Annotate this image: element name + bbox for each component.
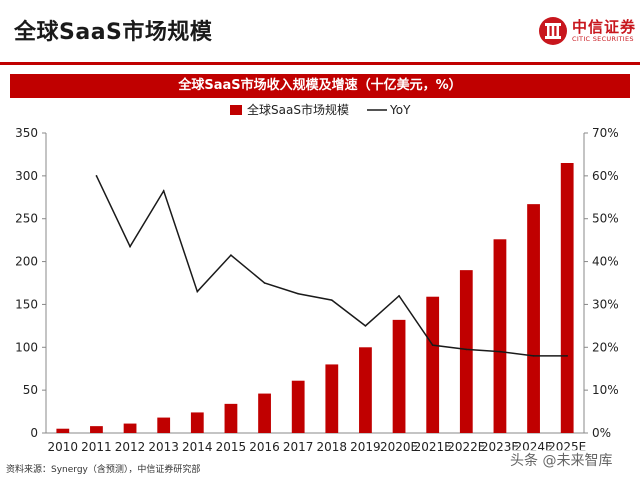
yoy-point-2021E <box>431 344 434 346</box>
bar-2015 <box>224 403 238 433</box>
x-tick-label: 2012 <box>115 440 146 454</box>
citic-logo-icon <box>539 17 567 45</box>
yoy-point-2014 <box>196 290 199 293</box>
x-tick-label: 2015 <box>216 440 247 454</box>
saas-market-chart: 全球SaaS市场规模 YoY 0 50 100 150 200 250 300 350 0% 10%… <box>15 102 619 454</box>
yoy-point-2013 <box>162 190 165 192</box>
x-tick-label: 2021E <box>414 440 452 454</box>
chart-legend: 全球SaaS市场规模 YoY <box>230 102 411 117</box>
bar-2023E <box>493 239 507 433</box>
y-right-tick-label: 60% <box>592 169 619 183</box>
page-title: 全球SaaS市场规模 <box>14 20 213 45</box>
bar-2010 <box>56 428 70 433</box>
y-left-tick-label: 50 <box>23 383 38 397</box>
yoy-point-2022E <box>465 348 468 351</box>
legend-bar-label: 全球SaaS市场规模 <box>247 102 349 117</box>
yoy-point-2012 <box>129 245 131 248</box>
x-tick-label: 2014 <box>182 440 213 454</box>
y-right-tick-label: 40% <box>592 255 619 269</box>
y-right-tick-label: 10% <box>592 383 619 397</box>
x-tick-label: 2023E <box>481 440 519 454</box>
yoy-line-series <box>95 175 568 357</box>
bar-2012 <box>123 423 137 433</box>
bar-2024E <box>527 204 540 433</box>
y-left-tick-label: 100 <box>15 340 38 354</box>
x-tick-label: 2020E <box>380 440 418 454</box>
x-tick-label: 2018 <box>317 440 348 454</box>
y-left-tick-label: 0 <box>30 426 38 440</box>
yoy-point-2024E <box>532 355 535 357</box>
yoy-point-2018 <box>331 299 333 301</box>
yoy-point-2023E <box>499 350 501 353</box>
bar-series <box>56 163 574 433</box>
y-left-tick-label: 300 <box>15 169 38 183</box>
x-tick-label: 2010 <box>48 440 79 454</box>
x-tick-label: 2011 <box>81 440 112 454</box>
y-right-tick-label: 0% <box>592 426 611 440</box>
yoy-point-2016 <box>263 282 266 284</box>
axis-ticks: 0 50 100 150 200 250 300 350 0% 10% 20% 30% 40% 50% 60… <box>15 126 619 454</box>
x-tick-label: 2016 <box>249 440 280 454</box>
watermark: 头条 @未来智库 <box>510 450 613 470</box>
x-tick-label: 2019 <box>350 440 381 454</box>
header-divider <box>0 62 640 65</box>
y-right-tick-label: 50% <box>592 212 619 226</box>
y-left-tick-label: 200 <box>15 255 38 269</box>
y-left-tick-label: 150 <box>15 297 38 311</box>
y-right-tick-label: 20% <box>592 340 619 354</box>
legend-bar-swatch <box>230 105 242 115</box>
logo-text-en: CITIC SECURITIES <box>572 35 634 43</box>
y-right-tick-label: 70% <box>592 126 619 140</box>
x-tick-label: 2013 <box>148 440 179 454</box>
yoy-point-2019 <box>364 325 367 327</box>
bar-2017 <box>291 380 305 433</box>
citic-logo: 中信证券 CITIC SECURITIES <box>538 14 637 48</box>
y-left-tick-label: 250 <box>15 212 38 226</box>
source-note: 资料来源：Synergy（含预测），中信证券研究部 <box>6 465 201 475</box>
yoy-point-2025E <box>566 355 568 357</box>
bar-2019 <box>359 347 372 433</box>
bar-2011 <box>90 426 103 433</box>
yoy-point-2015 <box>230 254 232 256</box>
logo-text-cn: 中信证券 <box>572 18 637 36</box>
bar-2016 <box>258 393 271 433</box>
y-left-tick-label: 350 <box>15 126 38 140</box>
x-tick-label: 2017 <box>283 440 314 454</box>
x-tick-label: 2022E <box>447 440 485 454</box>
y-right-tick-label: 30% <box>592 297 619 311</box>
yoy-point-2020E <box>398 295 400 297</box>
bar-2020E <box>392 319 406 433</box>
bar-2021E <box>426 296 440 433</box>
yoy-point-2011 <box>95 175 98 177</box>
bar-2022E <box>459 270 473 433</box>
chart-title-banner: 全球SaaS市场收入规模及增速（十亿美元，%） <box>10 74 630 98</box>
yoy-point-2017 <box>297 292 299 295</box>
bar-2014 <box>190 412 204 433</box>
bar-2018 <box>325 364 339 433</box>
bar-2013 <box>157 417 171 433</box>
legend-line-label: YoY <box>389 103 411 117</box>
bar-2025E <box>560 163 574 433</box>
